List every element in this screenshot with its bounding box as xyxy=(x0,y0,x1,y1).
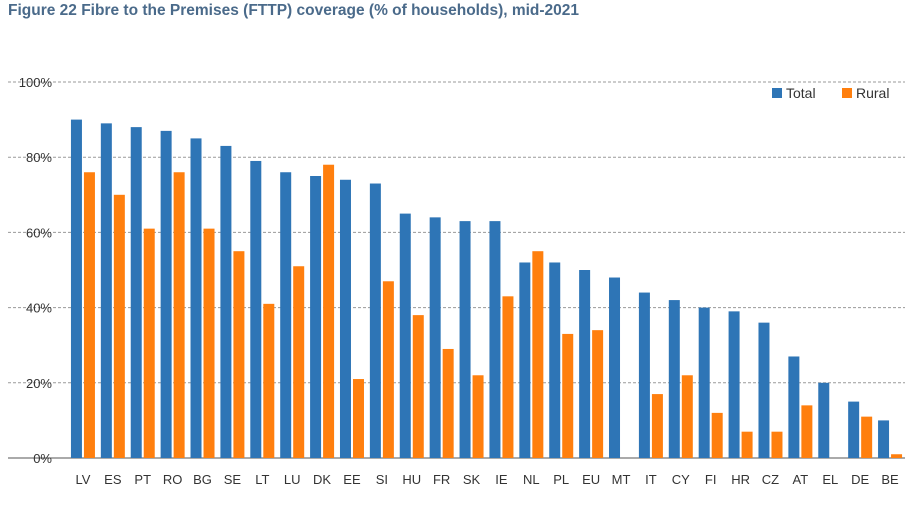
legend-swatch-rural xyxy=(842,88,852,98)
bar-rural-it xyxy=(651,394,663,458)
bar-rural-lv xyxy=(83,172,95,459)
y-tick-label: 20% xyxy=(26,376,52,391)
x-axis-ticks: LV ES PT RO BG SE LT LU DK EE SI HU FR SK IE NL PL EU MT IT… xyxy=(75,472,899,487)
bar-total-de xyxy=(848,401,860,458)
bar-rural-se xyxy=(233,251,245,458)
bar-total-cy xyxy=(668,300,680,458)
x-tick-label: RO xyxy=(163,472,183,487)
bar-total-be xyxy=(878,420,890,458)
bar-total-nl xyxy=(519,262,531,458)
bar-rural-pl xyxy=(562,333,574,458)
bar-rural-sk xyxy=(472,375,484,458)
bar-total-cz xyxy=(758,322,770,458)
y-axis-ticks: 0% 20% 40% 60% 80% 100% xyxy=(19,75,53,466)
x-tick-label: PT xyxy=(134,472,151,487)
x-tick-label: EU xyxy=(582,472,600,487)
x-tick-label: NL xyxy=(523,472,540,487)
bar-rural-si xyxy=(382,281,394,458)
bar-total-lv xyxy=(70,119,82,458)
bar-total-hr xyxy=(728,311,740,458)
bar-rural-bg xyxy=(203,228,215,458)
bars xyxy=(70,119,903,459)
x-tick-label: FR xyxy=(433,472,450,487)
legend: Total Rural xyxy=(772,85,889,101)
bar-rural-hr xyxy=(741,431,753,458)
bar-rural-ro xyxy=(173,172,185,459)
x-tick-label: LT xyxy=(255,472,269,487)
bar-total-fi xyxy=(698,307,710,458)
legend-label-total: Total xyxy=(786,85,816,101)
bar-rural-ie xyxy=(502,296,514,458)
bar-total-lu xyxy=(280,172,292,459)
bar-total-sk xyxy=(459,221,471,458)
y-tick-label: 100% xyxy=(19,75,53,90)
legend-swatch-total xyxy=(772,88,782,98)
x-tick-label: BE xyxy=(881,472,899,487)
bar-total-ie xyxy=(489,221,501,458)
bar-total-at xyxy=(788,356,800,458)
bar-total-ro xyxy=(160,130,172,458)
bar-total-el xyxy=(818,382,830,458)
x-tick-label: DK xyxy=(313,472,331,487)
x-tick-label: ES xyxy=(104,472,122,487)
bar-rural-fr xyxy=(442,348,454,458)
bar-total-eu xyxy=(579,270,591,458)
x-tick-label: EL xyxy=(822,472,838,487)
x-tick-label: MT xyxy=(612,472,631,487)
x-tick-label: SE xyxy=(224,472,242,487)
x-tick-label: CY xyxy=(672,472,690,487)
x-tick-label: CZ xyxy=(762,472,779,487)
bar-rural-dk xyxy=(323,164,335,458)
bar-total-si xyxy=(369,183,381,458)
bar-total-es xyxy=(100,123,112,459)
bar-total-bg xyxy=(190,138,202,458)
bar-total-mt xyxy=(609,277,621,458)
bar-rural-lt xyxy=(263,303,275,458)
x-tick-label: DE xyxy=(851,472,869,487)
bar-total-pt xyxy=(130,127,142,459)
y-tick-label: 40% xyxy=(26,301,52,316)
x-tick-label: EE xyxy=(343,472,361,487)
x-tick-label: IE xyxy=(495,472,508,487)
bar-total-fr xyxy=(429,217,441,458)
bar-rural-nl xyxy=(532,251,544,458)
bar-total-hu xyxy=(399,213,411,458)
bar-rural-cz xyxy=(771,431,783,458)
x-tick-label: LU xyxy=(284,472,301,487)
y-tick-label: 0% xyxy=(33,451,52,466)
bar-total-se xyxy=(220,145,232,459)
bar-rural-pt xyxy=(143,228,155,458)
y-tick-label: 80% xyxy=(26,150,52,165)
bar-total-it xyxy=(638,292,650,458)
bar-rural-es xyxy=(113,194,125,459)
bar-rural-ee xyxy=(352,379,364,458)
x-tick-label: PL xyxy=(553,472,569,487)
bar-total-ee xyxy=(339,179,351,458)
bar-total-dk xyxy=(310,176,322,458)
x-tick-label: BG xyxy=(193,472,212,487)
bar-total-pl xyxy=(549,262,561,458)
bar-rural-fi xyxy=(711,412,723,458)
x-tick-label: FI xyxy=(705,472,717,487)
chart-title: Figure 22 Fibre to the Premises (FTTP) c… xyxy=(8,2,580,19)
bar-rural-hu xyxy=(412,315,424,458)
x-tick-label: HU xyxy=(402,472,421,487)
bar-rural-cy xyxy=(681,375,693,458)
legend-label-rural: Rural xyxy=(856,85,889,101)
x-tick-label: LV xyxy=(75,472,90,487)
x-tick-label: SK xyxy=(463,472,481,487)
bar-rural-de xyxy=(861,416,873,458)
x-tick-label: IT xyxy=(645,472,657,487)
bar-rural-at xyxy=(801,405,813,458)
x-tick-label: SI xyxy=(376,472,388,487)
bar-total-lt xyxy=(250,160,262,458)
bar-rural-eu xyxy=(592,330,604,458)
x-tick-label: HR xyxy=(731,472,750,487)
bar-rural-lu xyxy=(293,266,305,458)
bar-rural-be xyxy=(891,454,903,458)
x-tick-label: AT xyxy=(793,472,809,487)
gridlines xyxy=(8,81,905,459)
y-tick-label: 60% xyxy=(26,225,52,240)
